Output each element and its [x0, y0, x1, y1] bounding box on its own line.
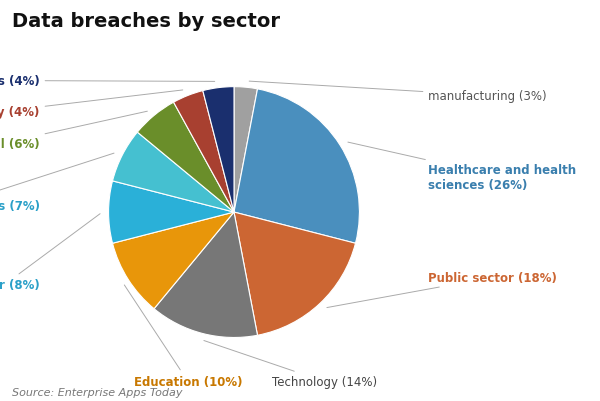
- Wedge shape: [234, 87, 257, 213]
- Text: Healthcare and health
sciences (26%): Healthcare and health sciences (26%): [348, 143, 577, 191]
- Text: Technology (14%): Technology (14%): [204, 341, 377, 388]
- Wedge shape: [234, 213, 355, 335]
- Text: Retail (6%): Retail (6%): [0, 112, 148, 150]
- Text: Education (10%): Education (10%): [124, 285, 242, 388]
- Text: Financial Services (4%): Financial Services (4%): [0, 75, 215, 88]
- Text: other (8%): other (8%): [0, 214, 100, 292]
- Text: Public sector (18%): Public sector (18%): [327, 271, 557, 308]
- Wedge shape: [234, 90, 359, 244]
- Wedge shape: [113, 213, 234, 309]
- Wedge shape: [173, 91, 234, 213]
- Text: Professional Services (7%): Professional Services (7%): [0, 154, 114, 213]
- Text: charity (4%): charity (4%): [0, 91, 183, 119]
- Text: manufacturing (3%): manufacturing (3%): [249, 82, 547, 103]
- Wedge shape: [203, 87, 234, 213]
- Wedge shape: [109, 181, 234, 244]
- Wedge shape: [154, 213, 257, 338]
- Text: Data breaches by sector: Data breaches by sector: [12, 12, 280, 31]
- Text: Source: Enterprise Apps Today: Source: Enterprise Apps Today: [12, 387, 182, 397]
- Wedge shape: [137, 103, 234, 213]
- Wedge shape: [113, 133, 234, 213]
